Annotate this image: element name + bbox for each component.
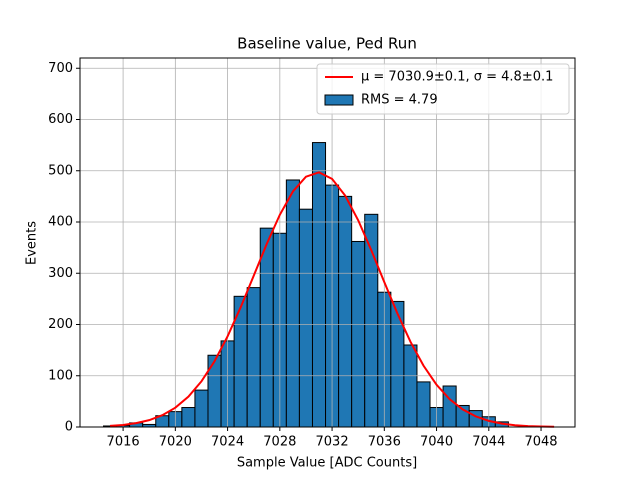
- histogram-bar: [285, 179, 300, 428]
- histogram-bar: [298, 208, 313, 428]
- histogram-bar: [338, 195, 353, 428]
- histogram-bar: [442, 385, 457, 428]
- fit-line: [109, 171, 555, 428]
- y-tick-label: 300: [48, 266, 73, 281]
- x-tick-label: 7024: [211, 435, 244, 450]
- x-tick-label: 7036: [368, 435, 401, 450]
- y-tick-label: 100: [48, 368, 73, 383]
- x-tick-label: 7020: [159, 435, 192, 450]
- y-tick-label: 600: [48, 112, 73, 127]
- histogram-bar: [351, 240, 366, 428]
- legend-label: μ = 7030.9±0.1, σ = 4.8±0.1: [361, 70, 553, 85]
- y-tick-label: 0: [65, 420, 73, 435]
- y-axis-label: Events: [25, 221, 40, 265]
- x-tick-label: 7040: [420, 435, 453, 450]
- y-tick-label: 700: [48, 61, 73, 76]
- histogram-bar: [259, 227, 274, 428]
- y-tick-label: 400: [48, 215, 73, 230]
- histogram-bar: [181, 407, 196, 428]
- histogram-bar: [207, 354, 222, 428]
- x-tick-label: 7028: [263, 435, 296, 450]
- histogram-bar: [403, 344, 418, 428]
- y-tick-label: 500: [48, 163, 73, 178]
- histogram-bar: [416, 381, 431, 428]
- y-tick-label: 200: [48, 317, 73, 332]
- legend-label: RMS = 4.79: [361, 93, 438, 108]
- x-tick-label: 7016: [107, 435, 140, 450]
- histogram-bar: [194, 389, 209, 428]
- x-tick-label: 7048: [524, 435, 557, 450]
- histogram-bar: [364, 213, 379, 428]
- x-tick-label: 7032: [316, 435, 349, 450]
- histogram-bar: [390, 300, 405, 428]
- x-tick-label: 7044: [472, 435, 505, 450]
- legend-box: [316, 63, 570, 115]
- legend-swatch: [324, 94, 354, 106]
- plot-frame: [79, 57, 576, 428]
- histogram-bar: [311, 142, 327, 428]
- x-axis-label: Sample Value [ADC Counts]: [237, 456, 417, 471]
- chart-title: Baseline value, Ped Run: [237, 35, 417, 53]
- histogram-bar: [246, 287, 261, 428]
